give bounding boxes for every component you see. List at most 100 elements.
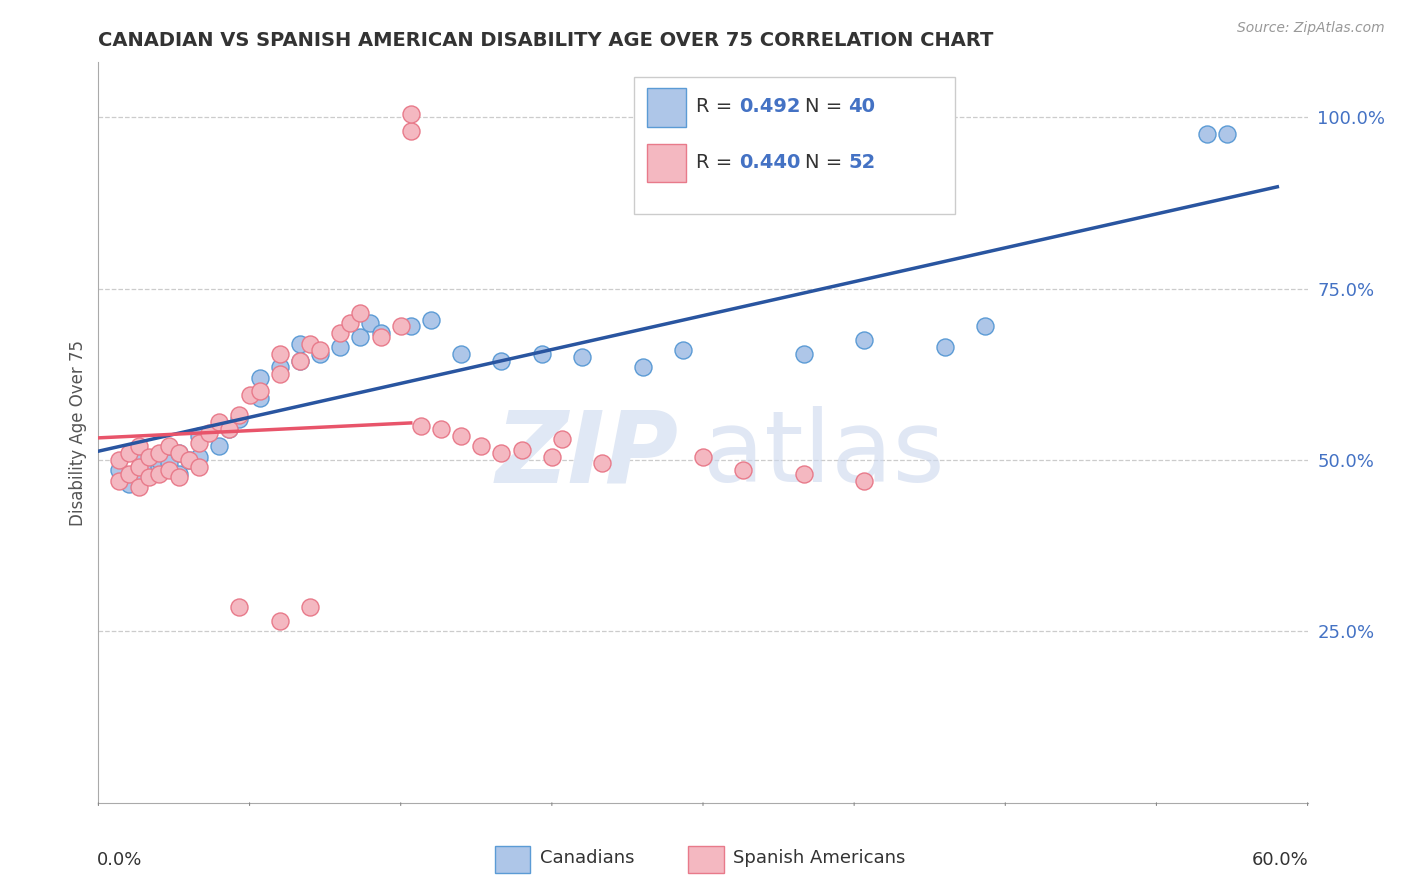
Text: 60.0%: 60.0% xyxy=(1251,851,1309,869)
Point xyxy=(188,450,211,464)
Text: 40: 40 xyxy=(848,97,875,116)
Point xyxy=(309,347,332,361)
Point xyxy=(198,425,221,440)
Point xyxy=(228,409,250,423)
Point xyxy=(239,388,262,402)
Text: Source: ZipAtlas.com: Source: ZipAtlas.com xyxy=(1237,21,1385,35)
Point xyxy=(1195,128,1218,142)
FancyBboxPatch shape xyxy=(647,144,686,182)
Point xyxy=(188,436,211,450)
Text: Spanish Americans: Spanish Americans xyxy=(734,849,905,867)
Point xyxy=(188,429,211,443)
Point xyxy=(148,467,170,481)
Text: N =: N = xyxy=(804,97,848,116)
Text: ZIP: ZIP xyxy=(496,407,679,503)
Point xyxy=(349,329,371,343)
Point xyxy=(148,459,170,474)
Point xyxy=(228,412,250,426)
Text: N =: N = xyxy=(804,153,848,172)
Point xyxy=(288,353,311,368)
Point xyxy=(491,446,513,460)
FancyBboxPatch shape xyxy=(689,847,724,873)
Point xyxy=(510,442,533,457)
Point xyxy=(269,368,291,382)
Point xyxy=(228,600,250,615)
Point xyxy=(329,340,352,354)
Point xyxy=(399,319,422,334)
Point xyxy=(793,347,815,361)
Point xyxy=(288,353,311,368)
Point xyxy=(389,319,412,334)
Point xyxy=(339,316,361,330)
Point xyxy=(530,347,553,361)
Point xyxy=(571,350,593,364)
Point xyxy=(853,333,876,347)
Point xyxy=(551,433,574,447)
Point xyxy=(360,316,382,330)
Point xyxy=(249,384,271,399)
Point xyxy=(107,453,129,467)
Point xyxy=(138,463,160,477)
Point xyxy=(288,336,311,351)
Point xyxy=(128,439,150,453)
FancyBboxPatch shape xyxy=(634,78,955,214)
Point xyxy=(450,347,472,361)
Point xyxy=(692,450,714,464)
Point xyxy=(118,467,141,481)
Text: R =: R = xyxy=(696,97,738,116)
Point xyxy=(420,312,443,326)
FancyBboxPatch shape xyxy=(647,88,686,127)
Point xyxy=(138,450,160,464)
Point xyxy=(399,107,422,121)
Point xyxy=(157,463,180,477)
Point xyxy=(218,422,240,436)
Y-axis label: Disability Age Over 75: Disability Age Over 75 xyxy=(69,340,87,525)
Point xyxy=(249,371,271,385)
Point xyxy=(269,360,291,375)
Text: 52: 52 xyxy=(848,153,876,172)
Point xyxy=(167,470,190,484)
Point xyxy=(128,446,150,460)
Point xyxy=(430,422,453,436)
Point xyxy=(188,459,211,474)
Point xyxy=(128,470,150,484)
Point xyxy=(167,446,190,460)
Point xyxy=(148,446,170,460)
Point xyxy=(167,467,190,481)
Point xyxy=(540,450,562,464)
Point xyxy=(128,480,150,494)
Point xyxy=(157,457,180,471)
Point xyxy=(269,614,291,628)
Point xyxy=(853,474,876,488)
Point xyxy=(179,453,201,467)
Point xyxy=(409,418,432,433)
Point xyxy=(107,474,129,488)
Point xyxy=(631,360,654,375)
Point xyxy=(450,429,472,443)
FancyBboxPatch shape xyxy=(495,847,530,873)
Point xyxy=(470,439,492,453)
Point xyxy=(118,446,141,460)
Point xyxy=(399,124,422,138)
Point xyxy=(672,343,695,358)
Text: CANADIAN VS SPANISH AMERICAN DISABILITY AGE OVER 75 CORRELATION CHART: CANADIAN VS SPANISH AMERICAN DISABILITY … xyxy=(98,30,994,50)
Point xyxy=(208,415,231,429)
Point xyxy=(370,329,392,343)
Point xyxy=(299,336,322,351)
Text: 0.0%: 0.0% xyxy=(97,851,142,869)
Point xyxy=(491,353,513,368)
Point xyxy=(591,457,613,471)
Point xyxy=(370,326,392,341)
Point xyxy=(974,319,997,334)
Point xyxy=(167,446,190,460)
Text: atlas: atlas xyxy=(703,407,945,503)
Point xyxy=(249,392,271,406)
Point xyxy=(349,306,371,320)
Point xyxy=(157,439,180,453)
Point xyxy=(208,439,231,453)
Text: Canadians: Canadians xyxy=(540,849,634,867)
Point xyxy=(179,453,201,467)
Text: 0.492: 0.492 xyxy=(740,97,801,116)
Point xyxy=(107,463,129,477)
Text: R =: R = xyxy=(696,153,738,172)
